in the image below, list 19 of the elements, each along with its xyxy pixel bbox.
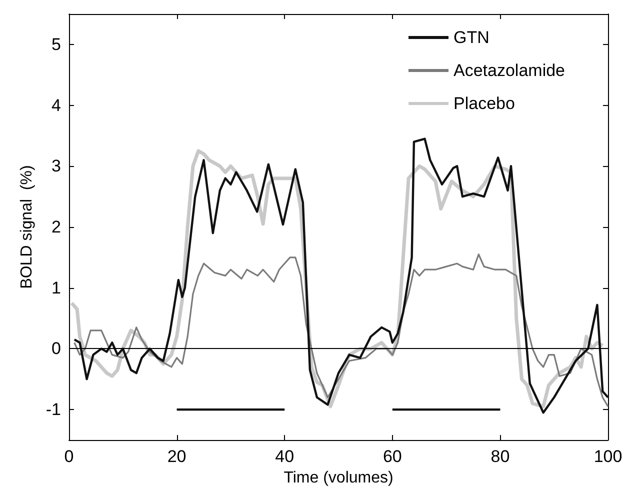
legend-label: GTN xyxy=(453,28,490,47)
y-axis-title: BOLD signal (%) xyxy=(18,165,36,289)
y-tick-label: 4 xyxy=(52,96,61,115)
legend-label: Acetazolamide xyxy=(453,61,566,80)
legend-label: Placebo xyxy=(453,94,515,113)
y-tick-label: 5 xyxy=(52,34,61,54)
y-tick-label: -1 xyxy=(46,400,61,420)
x-axis-title: Time (volumes) xyxy=(284,469,394,486)
x-tick-label: 80 xyxy=(490,447,510,466)
x-tick-label: 40 xyxy=(275,447,294,466)
y-tick-label: 1 xyxy=(52,278,61,298)
x-tick-label: 60 xyxy=(382,447,402,466)
x-tick-label: 0 xyxy=(64,447,74,466)
x-tick-label: 100 xyxy=(594,447,622,466)
x-tick-label: 20 xyxy=(167,447,186,466)
y-tick-label: 0 xyxy=(52,339,61,358)
line-series xyxy=(74,254,609,408)
y-tick-label: 3 xyxy=(52,156,61,176)
y-tick-label: 2 xyxy=(52,218,61,236)
